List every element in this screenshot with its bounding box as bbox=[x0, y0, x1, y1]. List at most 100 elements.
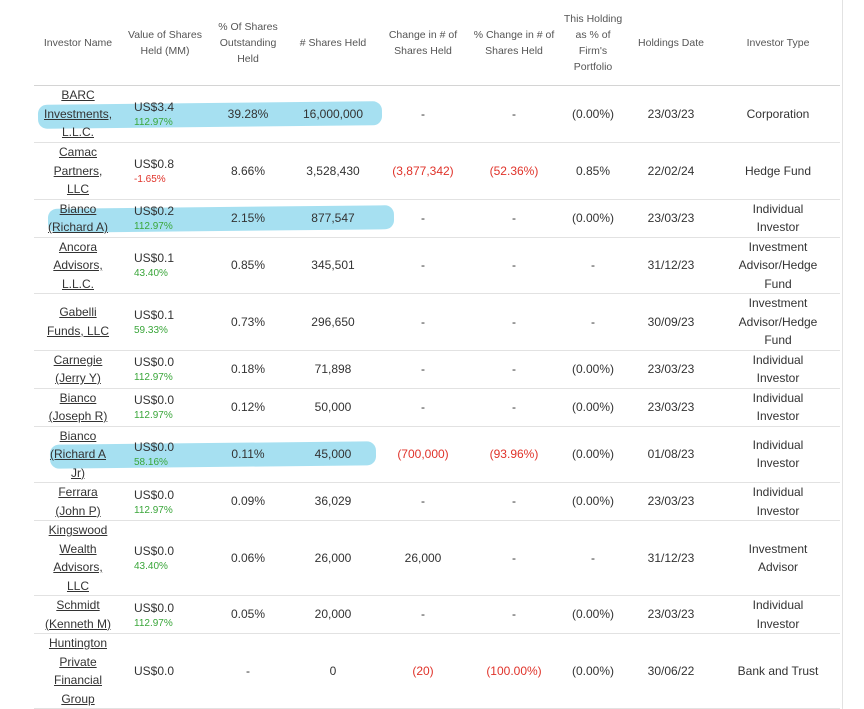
pct-change-cell: - bbox=[468, 482, 560, 521]
pct-outstanding-cell: 0.06% bbox=[208, 520, 288, 596]
investor-name-link[interactable]: Bianco (Richard A Jr) bbox=[49, 428, 107, 480]
pct-change: - bbox=[512, 106, 516, 121]
investor-type: Individual Investor bbox=[752, 390, 804, 424]
investor-name-cell: Kingswood Wealth Advisors, LLC bbox=[34, 520, 122, 596]
change-shares: - bbox=[421, 314, 425, 329]
holdings-date: 23/03/23 bbox=[647, 494, 695, 509]
pct-outstanding: 0.09% bbox=[230, 494, 266, 509]
header-holdings-date[interactable]: Holdings Date bbox=[626, 0, 716, 86]
table-row: Bianco (Joseph R) US$0.0 112.97% 0.12% 50,00… bbox=[34, 388, 840, 427]
header-pct-change[interactable]: % Change in # of Shares Held bbox=[468, 0, 560, 86]
pct-portfolio: (0.00%) bbox=[571, 106, 615, 121]
investor-type: Individual Investor bbox=[752, 437, 804, 471]
investor-name-link[interactable]: Gabelli Funds, LLC bbox=[46, 305, 110, 338]
pct-outstanding: 2.15% bbox=[230, 210, 266, 225]
value-held-cell: US$0.0 bbox=[122, 633, 208, 709]
value-held: US$0.0 bbox=[134, 355, 175, 369]
holdings-date-cell: 23/03/23 bbox=[626, 482, 716, 521]
investor-name-link[interactable]: Huntington Private Financial Group bbox=[48, 636, 108, 706]
shares-held: 71,898 bbox=[314, 361, 352, 376]
pct-outstanding: 39.28% bbox=[227, 106, 269, 121]
change-shares-cell: - bbox=[378, 350, 468, 389]
investor-name-link[interactable]: Camac Partners, LLC bbox=[53, 145, 103, 196]
shares-held-cell: 45,000 bbox=[288, 426, 378, 483]
investor-type-cell: Individual Investor bbox=[716, 482, 840, 521]
pct-change: - bbox=[512, 258, 516, 272]
pct-portfolio: 0.85% bbox=[575, 163, 611, 178]
shares-held: 877,547 bbox=[311, 210, 355, 225]
investor-type: Individual Investor bbox=[752, 352, 804, 386]
investor-name-link[interactable]: Kingswood Wealth Advisors, LLC bbox=[48, 523, 108, 593]
value-held-cell: US$0.8 -1.65% bbox=[122, 142, 208, 200]
investor-name-link[interactable]: Bianco (Richard A) bbox=[47, 201, 109, 235]
pct-outstanding-cell: 0.85% bbox=[208, 237, 288, 294]
holdings-date-cell: 23/03/23 bbox=[626, 199, 716, 238]
pct-portfolio-cell: - bbox=[560, 237, 626, 294]
holdings-date: 31/12/23 bbox=[647, 258, 695, 272]
header-investor-type[interactable]: Investor Type bbox=[716, 0, 840, 86]
pct-change: (100.00%) bbox=[486, 663, 542, 678]
change-shares-cell: - bbox=[378, 482, 468, 521]
value-held: US$0.0 bbox=[134, 544, 175, 558]
change-shares-cell: (20) bbox=[378, 633, 468, 709]
header-shares-held[interactable]: # Shares Held bbox=[288, 0, 378, 86]
holders-table-container: Investor Name Value of Shares Held (MM)% … bbox=[34, 0, 840, 709]
investor-type: Hedge Fund bbox=[744, 163, 812, 178]
pct-portfolio: (0.00%) bbox=[571, 494, 615, 509]
holdings-date: 23/03/23 bbox=[647, 361, 695, 376]
investor-type: Individual Investor bbox=[752, 598, 804, 631]
investor-name-link[interactable]: BARC Investments, L.L.C. bbox=[44, 88, 113, 140]
investor-type: Bank and Trust bbox=[737, 663, 819, 678]
value-change: 59.33% bbox=[134, 324, 168, 336]
shareholders-table: Investor Name Value of Shares Held (MM)% … bbox=[34, 0, 840, 709]
value-change: 43.40% bbox=[134, 268, 168, 280]
investor-type: Investment Advisor/Hedge Fund bbox=[738, 239, 818, 291]
pct-change-cell: - bbox=[468, 388, 560, 427]
holdings-date-cell: 30/06/22 bbox=[626, 633, 716, 709]
investor-name-link[interactable]: Ferrara (John P) bbox=[55, 485, 101, 518]
header-investor-name[interactable]: Investor Name bbox=[34, 0, 122, 86]
pct-portfolio-cell: (0.00%) bbox=[560, 199, 626, 238]
holdings-date-cell: 01/08/23 bbox=[626, 426, 716, 483]
pct-portfolio: - bbox=[591, 314, 595, 329]
pct-portfolio: - bbox=[591, 258, 595, 272]
table-row: Ancora Advisors, L.L.C. US$0.1 43.40% 0.85%… bbox=[34, 237, 840, 294]
header-pct-outstanding[interactable]: % Of Shares Outstanding Held bbox=[208, 0, 288, 86]
investor-name-link[interactable]: Schmidt (Kenneth M) bbox=[44, 598, 112, 631]
pct-outstanding-cell: - bbox=[208, 633, 288, 709]
investor-name-cell: Bianco (Richard A Jr) bbox=[34, 426, 377, 483]
shares-held: 3,528,430 bbox=[306, 163, 360, 178]
pct-change: - bbox=[512, 314, 516, 329]
pct-change: (52.36%) bbox=[489, 163, 539, 178]
holdings-date: 23/03/23 bbox=[647, 210, 695, 225]
pct-change-cell: - bbox=[468, 237, 560, 294]
shares-held-cell: 16,000,000 bbox=[288, 85, 378, 143]
table-row: Gabelli Funds, LLC US$0.1 59.33% 0.73% 296,6… bbox=[34, 293, 840, 351]
pct-change: - bbox=[512, 399, 516, 414]
pct-change-cell: (100.00%) bbox=[468, 633, 560, 709]
pct-outstanding-cell: 8.66% bbox=[208, 142, 288, 200]
value-held-cell: US$3.4 112.97% bbox=[122, 85, 208, 143]
investor-name-link[interactable]: Bianco (Joseph R) bbox=[48, 390, 108, 424]
header-change-shares[interactable]: Change in # of Shares Held bbox=[378, 0, 468, 86]
table-right-border bbox=[842, 0, 843, 709]
holdings-date: 22/02/24 bbox=[647, 163, 695, 178]
table-body: BARC Investments, L.L.C. US$3.4 112.97% 39.… bbox=[34, 85, 840, 709]
investor-name-link[interactable]: Carnegie (Jerry Y) bbox=[53, 352, 103, 386]
change-shares: - bbox=[421, 494, 425, 509]
investor-name-link[interactable]: Ancora Advisors, L.L.C. bbox=[53, 239, 103, 291]
header-pct-portfolio[interactable]: This Holding as % of Firm's Portfolio bbox=[560, 0, 626, 86]
header-value-held[interactable]: Value of Shares Held (MM) bbox=[122, 0, 208, 86]
holdings-date: 23/03/23 bbox=[647, 607, 695, 622]
holdings-date-cell: 22/02/24 bbox=[626, 142, 716, 200]
investor-name-cell: Ancora Advisors, L.L.C. bbox=[34, 237, 122, 294]
value-change: 112.97% bbox=[134, 504, 173, 516]
change-shares-cell: - bbox=[378, 388, 468, 427]
change-shares-cell: 26,000 bbox=[378, 520, 468, 596]
pct-change-cell: (52.36%) bbox=[468, 142, 560, 200]
value-change: 112.97% bbox=[134, 117, 173, 128]
shares-held-cell: 296,650 bbox=[288, 293, 378, 351]
investor-name-cell: Bianco (Joseph R) bbox=[34, 388, 122, 427]
investor-type-cell: Investment Advisor bbox=[716, 520, 840, 596]
table-row: Kingswood Wealth Advisors, LLC US$0.0 43.4… bbox=[34, 520, 840, 596]
